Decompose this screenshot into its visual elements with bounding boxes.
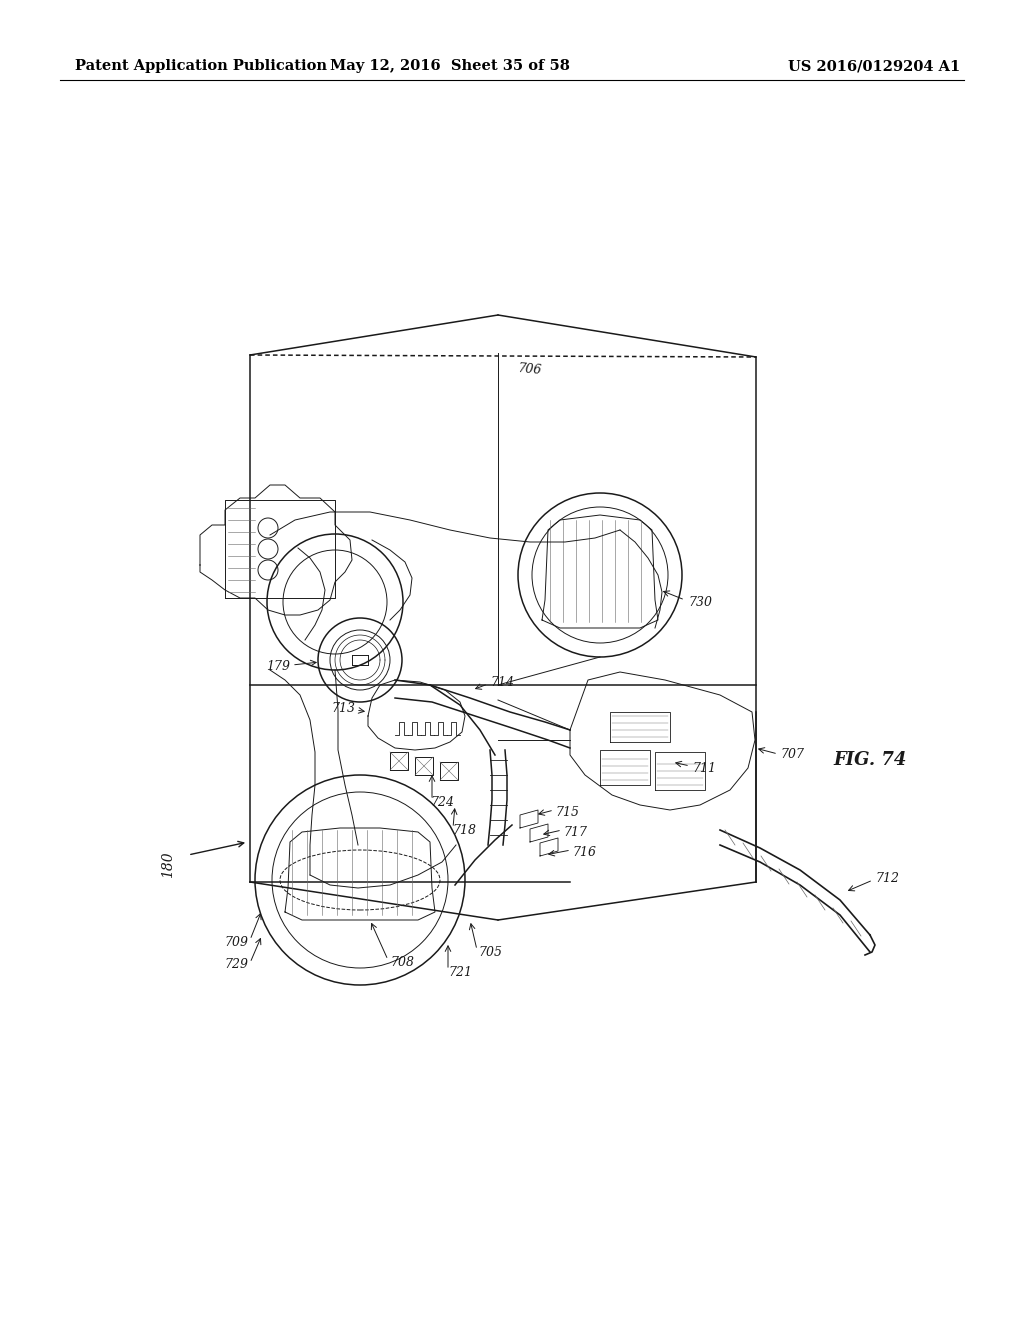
Text: 709: 709 [224, 936, 248, 949]
Text: 180: 180 [161, 851, 175, 878]
Text: 712: 712 [874, 871, 899, 884]
Text: 724: 724 [430, 796, 454, 808]
Text: US 2016/0129204 A1: US 2016/0129204 A1 [787, 59, 961, 73]
Text: 708: 708 [390, 956, 414, 969]
Text: 716: 716 [572, 846, 596, 858]
Text: 713: 713 [331, 701, 355, 714]
Text: 706: 706 [517, 363, 543, 378]
Text: Patent Application Publication: Patent Application Publication [75, 59, 327, 73]
Text: 179: 179 [266, 660, 290, 673]
Text: 707: 707 [780, 748, 804, 762]
Text: 714: 714 [490, 676, 514, 689]
Text: FIG. 74: FIG. 74 [834, 751, 906, 770]
Text: 717: 717 [563, 825, 587, 838]
Text: 711: 711 [692, 762, 716, 775]
Text: 721: 721 [449, 965, 472, 978]
Text: May 12, 2016  Sheet 35 of 58: May 12, 2016 Sheet 35 of 58 [330, 59, 570, 73]
Text: 715: 715 [555, 805, 579, 818]
Text: 718: 718 [452, 824, 476, 837]
Text: 705: 705 [478, 945, 502, 958]
Text: 730: 730 [688, 595, 712, 609]
Text: 729: 729 [224, 958, 248, 972]
